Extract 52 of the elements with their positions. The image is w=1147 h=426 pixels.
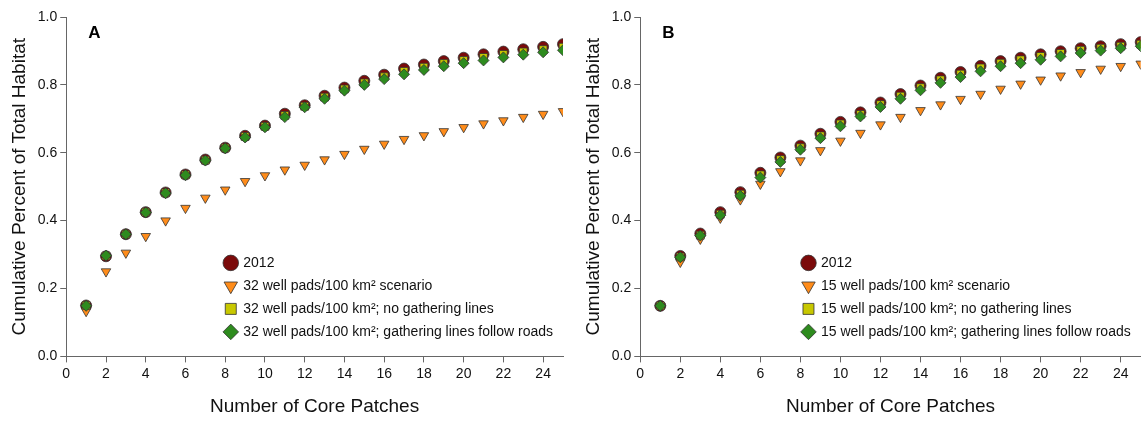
- x-tick-label: 12: [872, 364, 889, 381]
- y-tick-label: 0.8: [37, 75, 58, 92]
- x-tick-label: 2: [102, 364, 111, 381]
- x-tick-label: 16: [376, 364, 393, 381]
- y-tick-label: 0.6: [37, 143, 58, 160]
- x-tick-label: 16: [952, 364, 969, 381]
- y-tick-label: 0.6: [611, 143, 632, 160]
- y-tick-label: 0.2: [611, 279, 632, 296]
- x-tick-label: 14: [912, 364, 929, 381]
- x-tick-label: 20: [1032, 364, 1049, 381]
- x-tick-label: 4: [716, 364, 725, 381]
- x-tick-label: 22: [1072, 364, 1089, 381]
- y-tick-label: 0.8: [611, 75, 632, 92]
- x-tick-label: 8: [796, 364, 805, 381]
- legend-label: 15 well pads/100 km²; no gathering lines: [820, 299, 1072, 316]
- x-tick-label: 24: [1112, 364, 1129, 381]
- y-axis-title: Cumulative Percent of Total Habitat: [7, 37, 29, 336]
- annotation: A: [88, 23, 101, 43]
- x-tick-label: 4: [141, 364, 150, 381]
- legend-label: 2012: [243, 253, 275, 270]
- legend-label: 32 well pads/100 km²; gathering lines follow roads: [243, 322, 554, 339]
- y-tick-label: 0.2: [37, 279, 58, 296]
- x-tick-label: 0: [636, 364, 645, 381]
- x-tick-label: 22: [495, 364, 512, 381]
- x-tick-label: 14: [336, 364, 353, 381]
- x-tick-label: 6: [181, 364, 190, 381]
- x-tick-label: 18: [992, 364, 1009, 381]
- y-tick-label: 1.0: [37, 7, 58, 24]
- x-tick-label: 12: [296, 364, 313, 381]
- legend-label: 2012: [820, 253, 853, 270]
- x-tick-label: 6: [756, 364, 765, 381]
- legend-label: 32 well pads/100 km²; no gathering lines: [243, 299, 494, 316]
- x-axis-title: Number of Core Patches: [785, 394, 996, 416]
- legend-label: 32 well pads/100 km² scenario: [243, 276, 433, 293]
- x-tick-label: 2: [676, 364, 685, 381]
- y-tick-label: 0.4: [37, 211, 58, 228]
- y-tick-label: 1.0: [611, 7, 632, 24]
- legend-label: 15 well pads/100 km²; gathering lines follow roads: [820, 322, 1131, 339]
- legend-label: 15 well pads/100 km² scenario: [820, 276, 1011, 293]
- x-tick-label: 18: [416, 364, 432, 381]
- x-tick-label: 8: [221, 364, 230, 381]
- x-tick-label: 20: [455, 364, 472, 381]
- y-tick-label: 0.4: [611, 211, 632, 228]
- x-axis-title: Number of Core Patches: [210, 394, 420, 416]
- annotation: B: [662, 23, 675, 43]
- x-tick-label: 0: [62, 364, 71, 381]
- x-tick-label: 10: [832, 364, 849, 381]
- y-axis-title: Cumulative Percent of Total Habitat: [581, 37, 603, 336]
- y-tick-label: 0.0: [611, 347, 632, 364]
- x-tick-label: 24: [535, 364, 552, 381]
- y-tick-label: 0.0: [37, 347, 58, 364]
- x-tick-label: 10: [257, 364, 273, 381]
